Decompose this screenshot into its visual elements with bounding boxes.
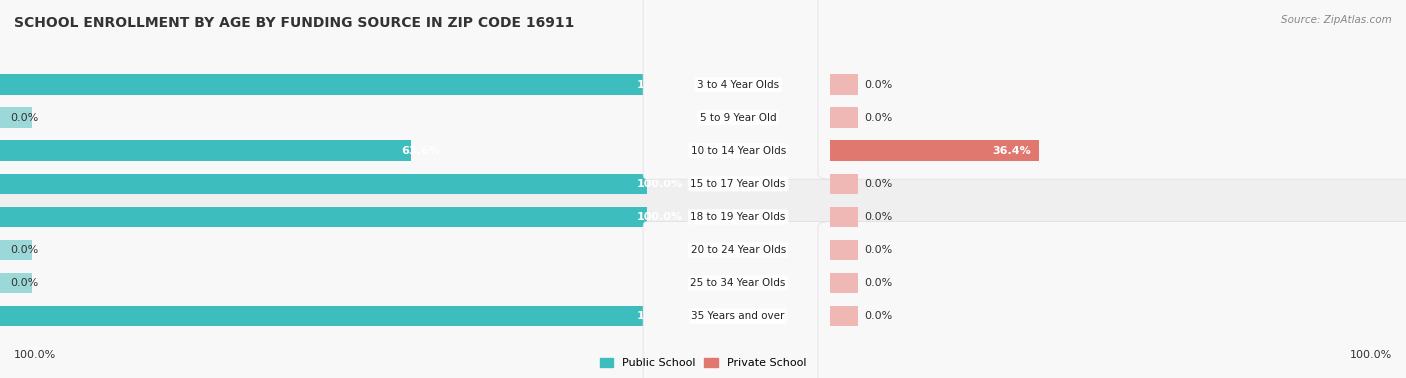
- Bar: [0, 141, 412, 161]
- Bar: [830, 141, 1039, 161]
- Text: SCHOOL ENROLLMENT BY AGE BY FUNDING SOURCE IN ZIP CODE 16911: SCHOOL ENROLLMENT BY AGE BY FUNDING SOUR…: [14, 16, 575, 30]
- FancyBboxPatch shape: [643, 222, 834, 378]
- Bar: [0, 107, 32, 128]
- Bar: [830, 74, 858, 95]
- Bar: [0, 273, 32, 293]
- Text: 0.0%: 0.0%: [865, 311, 893, 321]
- Bar: [830, 273, 858, 293]
- Text: 20 to 24 Year Olds: 20 to 24 Year Olds: [690, 245, 786, 255]
- Bar: [0, 240, 32, 260]
- Text: 0.0%: 0.0%: [865, 80, 893, 90]
- Legend: Public School, Private School: Public School, Private School: [595, 353, 811, 372]
- Text: 25 to 34 Year Olds: 25 to 34 Year Olds: [690, 278, 786, 288]
- Text: 0.0%: 0.0%: [11, 113, 39, 122]
- Bar: [0, 174, 647, 194]
- Bar: [830, 207, 858, 227]
- Bar: [0, 207, 647, 227]
- FancyBboxPatch shape: [0, 0, 659, 179]
- Text: Source: ZipAtlas.com: Source: ZipAtlas.com: [1281, 15, 1392, 25]
- Text: 100.0%: 100.0%: [637, 80, 683, 90]
- Text: 0.0%: 0.0%: [11, 278, 39, 288]
- Bar: [0, 306, 647, 326]
- Text: 36.4%: 36.4%: [993, 146, 1031, 156]
- Text: 100.0%: 100.0%: [1350, 350, 1392, 360]
- Text: 63.6%: 63.6%: [402, 146, 440, 156]
- Bar: [830, 240, 858, 260]
- Bar: [830, 306, 858, 326]
- FancyBboxPatch shape: [643, 0, 834, 179]
- Text: 5 to 9 Year Old: 5 to 9 Year Old: [700, 113, 776, 122]
- Text: 100.0%: 100.0%: [14, 350, 56, 360]
- FancyBboxPatch shape: [818, 0, 1406, 179]
- Text: 0.0%: 0.0%: [11, 245, 39, 255]
- Text: 18 to 19 Year Olds: 18 to 19 Year Olds: [690, 212, 786, 222]
- Text: 0.0%: 0.0%: [865, 212, 893, 222]
- FancyBboxPatch shape: [818, 222, 1406, 378]
- Text: 35 Years and over: 35 Years and over: [692, 311, 785, 321]
- Text: 3 to 4 Year Olds: 3 to 4 Year Olds: [697, 80, 779, 90]
- Bar: [830, 174, 858, 194]
- Text: 100.0%: 100.0%: [637, 179, 683, 189]
- Text: 0.0%: 0.0%: [865, 245, 893, 255]
- Text: 15 to 17 Year Olds: 15 to 17 Year Olds: [690, 179, 786, 189]
- Bar: [0, 74, 647, 95]
- FancyBboxPatch shape: [0, 222, 659, 378]
- Bar: [830, 107, 858, 128]
- Text: 100.0%: 100.0%: [637, 311, 683, 321]
- Text: 0.0%: 0.0%: [865, 113, 893, 122]
- Text: 100.0%: 100.0%: [637, 212, 683, 222]
- Text: 0.0%: 0.0%: [865, 278, 893, 288]
- Text: 0.0%: 0.0%: [865, 179, 893, 189]
- Text: 10 to 14 Year Olds: 10 to 14 Year Olds: [690, 146, 786, 156]
